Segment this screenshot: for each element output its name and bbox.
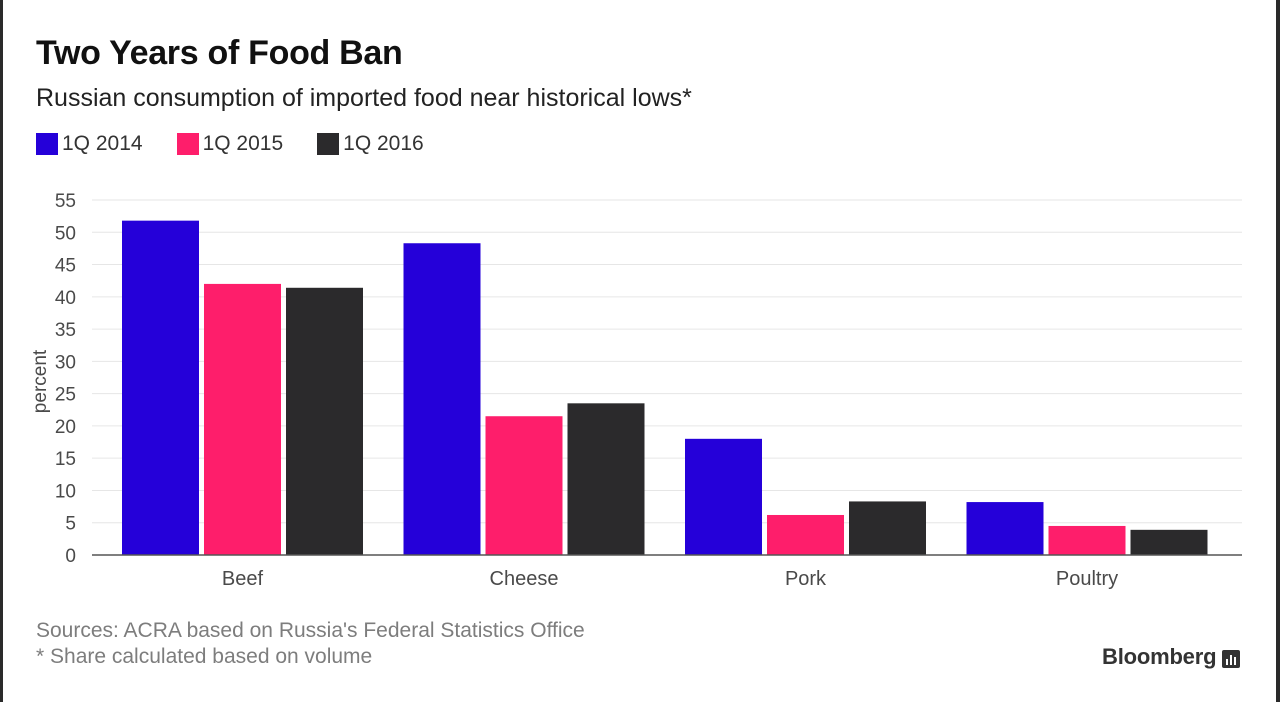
- chart-subtitle: Russian consumption of imported food nea…: [36, 84, 692, 112]
- y-tick-label-10: 10: [55, 481, 76, 502]
- legend-label-1q-2014: 1Q 2014: [62, 132, 143, 155]
- bar-poultry-1q-2015: [1048, 525, 1126, 555]
- bloomberg-logo: Bloomberg: [1102, 644, 1241, 670]
- y-tick-label-30: 30: [55, 352, 76, 373]
- y-tick-label-25: 25: [55, 385, 76, 406]
- y-tick-label-40: 40: [55, 288, 76, 309]
- left-frame-border: [0, 0, 3, 702]
- y-axis-label: percent: [30, 349, 51, 413]
- legend-swatch-1q-2016: [317, 133, 340, 155]
- chart-legend: 1Q 2014 1Q 2015 1Q 2016: [36, 132, 458, 156]
- bar-pork-1q-2016: [849, 501, 926, 555]
- legend-label-1q-2016: 1Q 2016: [343, 132, 424, 155]
- x-category-label-cheese: Cheese: [490, 568, 559, 590]
- bloomberg-chart-icon: [1222, 649, 1241, 668]
- legend-item-1q-2014: 1Q 2014: [36, 132, 143, 156]
- y-tick-label-20: 20: [55, 417, 76, 438]
- footer-note: * Share calculated based on volume: [36, 645, 373, 668]
- y-tick-label-55: 55: [55, 191, 76, 212]
- footer-source: Sources: ACRA based on Russia's Federal …: [36, 619, 585, 642]
- bar-cheese-1q-2016: [567, 403, 645, 555]
- x-category-label-poultry: Poultry: [1056, 568, 1118, 590]
- right-frame-border: [1276, 0, 1280, 702]
- bar-poultry-1q-2016: [1130, 529, 1208, 555]
- legend-swatch-1q-2014: [36, 133, 58, 155]
- chart-title: Two Years of Food Ban: [36, 34, 403, 72]
- y-tick-label-15: 15: [55, 449, 76, 470]
- bar-cheese-1q-2015: [485, 416, 563, 555]
- x-category-label-pork: Pork: [785, 568, 827, 590]
- brand-name: Bloomberg: [1102, 644, 1217, 669]
- y-tick-label-35: 35: [55, 320, 76, 341]
- y-tick-label-5: 5: [65, 514, 76, 535]
- y-tick-label-45: 45: [55, 256, 76, 277]
- y-tick-label-50: 50: [55, 223, 76, 244]
- bar-beef-1q-2015: [204, 283, 281, 555]
- bar-beef-1q-2014: [122, 220, 199, 555]
- bar-cheese-1q-2014: [403, 243, 481, 555]
- bar-beef-1q-2016: [286, 287, 363, 555]
- bar-poultry-1q-2014: [966, 502, 1044, 555]
- legend-item-1q-2015: 1Q 2015: [176, 132, 284, 156]
- x-category-label-beef: Beef: [222, 568, 264, 590]
- legend-item-1q-2016: 1Q 2016: [317, 132, 424, 156]
- legend-label-1q-2015: 1Q 2015: [202, 132, 284, 155]
- y-tick-label-0: 0: [65, 546, 76, 567]
- legend-swatch-1q-2015: [176, 133, 199, 155]
- bar-pork-1q-2014: [685, 438, 762, 555]
- bar-pork-1q-2015: [767, 514, 844, 555]
